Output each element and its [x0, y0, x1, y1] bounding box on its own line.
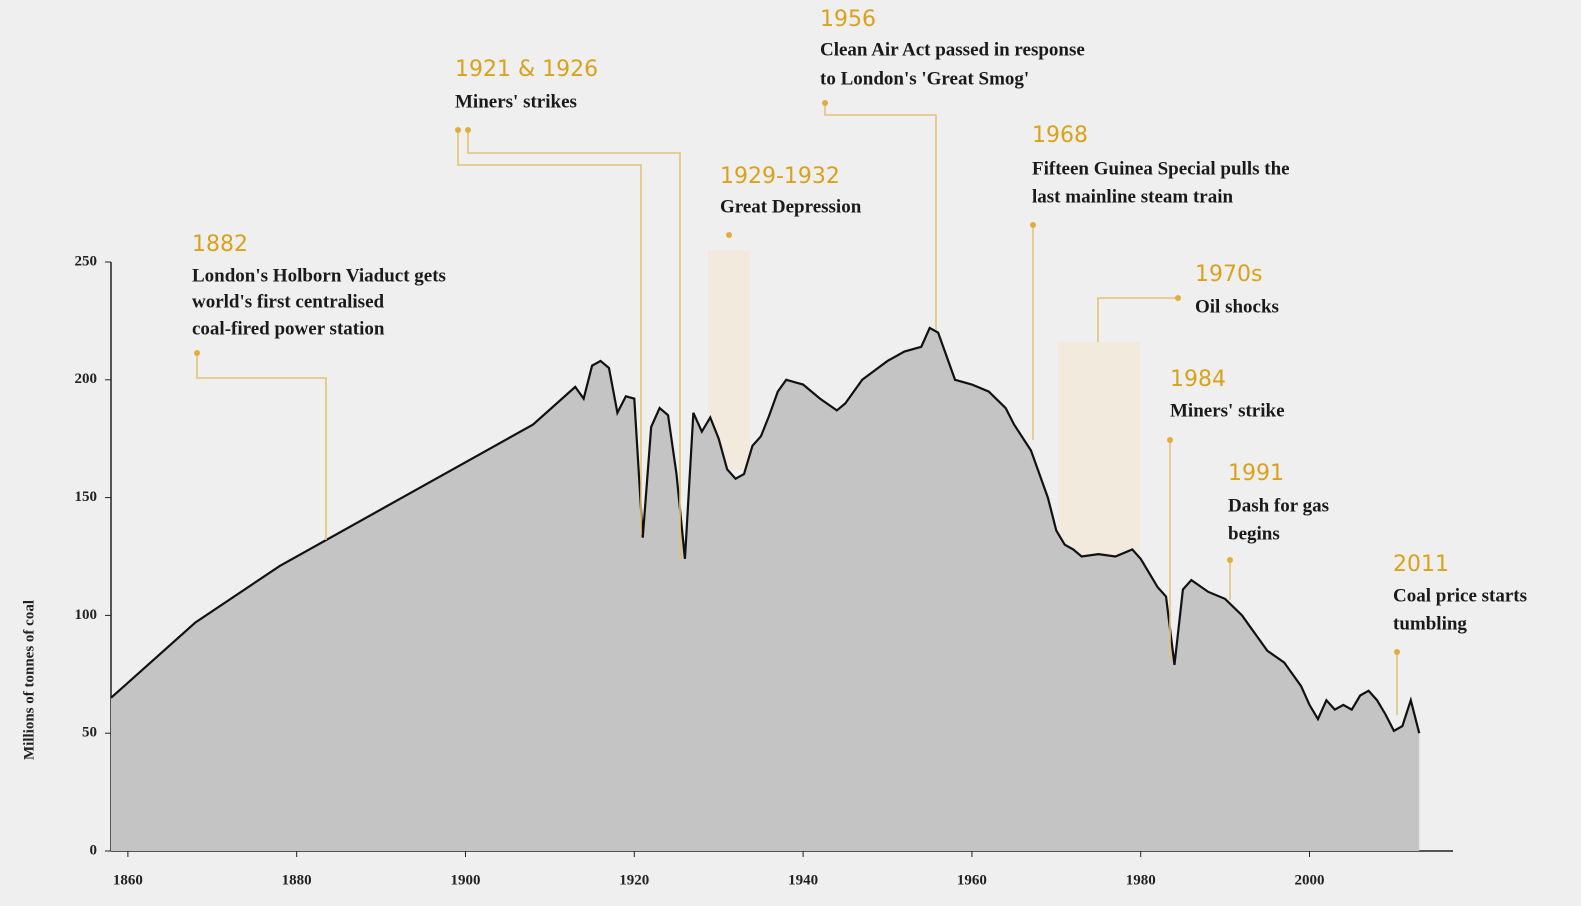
annotation-year: 1921 & 1926 [455, 57, 598, 82]
annotation-year: 1984 [1170, 367, 1226, 392]
annotation-dot [465, 127, 471, 133]
annotation-text: Great Depression [720, 196, 862, 217]
annotation-text: Miners' strike [1170, 400, 1285, 421]
x-tick-label: 1940 [788, 872, 818, 888]
y-tick-label: 100 [75, 607, 98, 623]
annotation-text: Coal price starts [1393, 585, 1527, 606]
annotation-year: 1991 [1228, 461, 1284, 486]
annotation-dot [455, 127, 461, 133]
leader [824, 103, 937, 330]
annotation-text: London's Holborn Viaduct gets [192, 265, 446, 286]
y-tick-label: 250 [75, 253, 98, 269]
annotation-year: 1968 [1032, 123, 1088, 148]
x-tick-label: 1960 [957, 872, 987, 888]
annotation-dot [1167, 437, 1173, 443]
line [110, 326, 1421, 734]
y-axis-label: Millions of tonnes of coal [21, 600, 37, 760]
annotation-year: 2011 [1393, 552, 1449, 577]
annotation-dot [1227, 557, 1233, 563]
y-tick-label: 0 [90, 842, 98, 858]
annotation-text: coal-fired power station [192, 318, 385, 339]
x-tick-label: 1880 [282, 872, 312, 888]
annotation-text: Dash for gas [1228, 495, 1329, 516]
annotation-dot [726, 232, 732, 238]
y-tick-label: 200 [75, 371, 98, 387]
x-tick-label: 1860 [113, 872, 143, 888]
annotation-year: 1882 [192, 232, 248, 257]
x-tick-label: 2000 [1295, 872, 1325, 888]
annotation-year: 1956 [820, 7, 876, 32]
annotation-text: tumbling [1393, 613, 1467, 634]
annotation-text: world's first centralised [192, 291, 385, 312]
annotation-dot [1175, 295, 1181, 301]
leader [1097, 297, 1178, 342]
annotation-text: begins [1228, 523, 1280, 544]
x-tick-label: 1980 [1126, 872, 1156, 888]
leader [196, 353, 327, 540]
x-tick-label: 1920 [619, 872, 649, 888]
annotation-dot [1030, 222, 1036, 228]
annotation-dot [1394, 649, 1400, 655]
y-tick-label: 50 [82, 725, 97, 741]
annotation-text: Oil shocks [1195, 296, 1279, 317]
leader [467, 130, 681, 560]
period-band [1058, 342, 1140, 560]
annotation-dot [194, 350, 200, 356]
annotation-dot [822, 100, 828, 106]
annotation-text: Miners' strikes [455, 91, 577, 112]
annotation-text: Fifteen Guinea Special pulls the [1032, 158, 1290, 179]
annotation-year: 1929-1932 [720, 164, 840, 189]
annotation-text: last mainline steam train [1032, 186, 1234, 207]
annotation-text: to London's 'Great Smog' [820, 68, 1029, 89]
y-tick-label: 150 [75, 489, 98, 505]
annotation-year: 1970s [1195, 262, 1262, 287]
annotation-text: Clean Air Act passed in response [820, 39, 1085, 60]
x-tick-label: 1900 [450, 872, 480, 888]
area [111, 327, 1420, 851]
leaders [196, 103, 1398, 715]
leader [457, 130, 642, 535]
